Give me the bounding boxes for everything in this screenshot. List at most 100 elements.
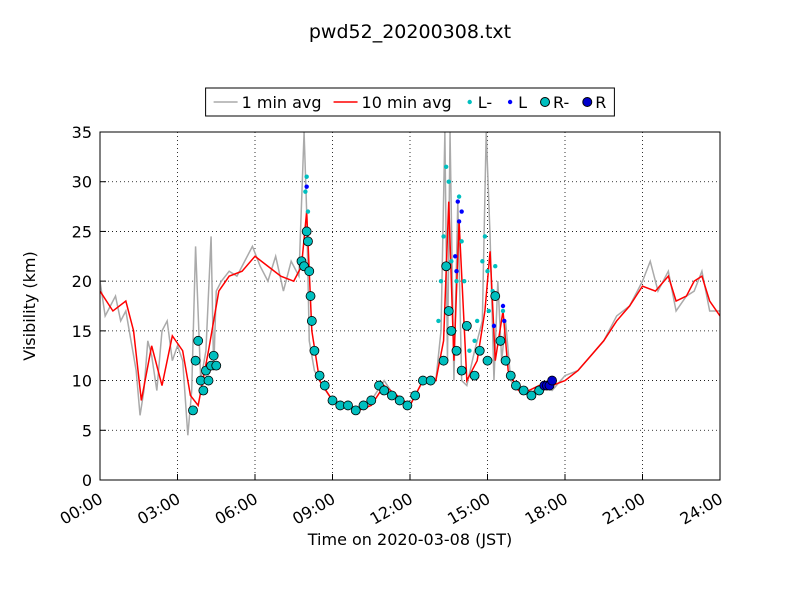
legend-label: 1 min avg [242,93,322,112]
point [456,365,467,376]
legend-swatch [582,97,593,107]
point [410,390,421,401]
legend-item: R [582,93,606,112]
point [443,164,449,169]
point [461,320,472,331]
point [500,303,506,309]
point [454,278,459,284]
legend-item: 1 min avg [213,93,322,112]
y-axis-label: Visibility (km) [20,251,39,360]
point [343,400,353,411]
legend-item: R- [540,93,569,112]
y-tick-label: 20 [72,272,92,291]
chart-title: pwd52_20200308.txt [309,21,511,43]
point [350,405,361,416]
point [306,316,317,326]
x-tick-label: 00:00 [57,489,106,529]
point [438,355,449,366]
point [486,308,491,314]
x-tick-label: 03:00 [134,489,183,529]
point [436,318,441,324]
point [454,269,459,274]
legend-label: 10 min avg [362,93,452,112]
y-tick-label: 15 [72,322,92,341]
point [358,400,369,411]
series-line [100,132,720,436]
legend-item: 10 min avg [333,93,452,112]
point [469,370,480,381]
point [402,400,413,411]
point [314,370,325,381]
plot-area [100,132,720,480]
point [547,375,557,386]
point [518,385,529,396]
point [198,385,209,396]
point [208,350,219,361]
point [441,261,452,272]
y-tick-label: 10 [72,372,92,391]
legend-swatch [467,99,472,105]
point [455,199,460,204]
legend-label: R- [553,93,569,112]
x-tick-label: 21:00 [599,489,648,529]
point [303,189,308,194]
point [482,355,493,366]
x-tick-label: 09:00 [289,489,338,529]
x-tick-label: 06:00 [212,489,261,529]
point [305,209,311,214]
point [305,291,316,301]
point [526,390,537,401]
point [203,375,214,386]
point [482,234,488,239]
y-tick-label: 0 [82,471,92,490]
x-tick-label: 18:00 [522,489,571,529]
point [502,318,507,324]
point [505,370,516,381]
legend: 1 min avg 10 min avg L- L R- R [205,87,615,117]
point [188,405,198,416]
point [303,236,313,247]
point [449,259,454,264]
legend-swatch [507,99,513,105]
point [474,345,485,356]
legend-label: R [595,93,606,112]
point [387,390,397,401]
point [451,345,462,356]
legend-label: L- [478,93,492,112]
x-axis-label: Time on 2020-03-08 (JST) [307,530,512,549]
point [327,395,338,406]
point [462,278,467,284]
point [379,385,390,396]
point [459,239,464,244]
point [485,269,490,274]
y-tick-label: 35 [72,123,92,142]
point [495,335,506,346]
point [456,219,462,224]
y-tick-label: 5 [82,421,92,440]
point [304,266,315,277]
point [190,355,201,366]
point [319,380,330,391]
point [472,338,477,343]
point [500,355,511,366]
legend-swatch [540,97,551,107]
point [304,184,309,189]
point [480,259,485,264]
point [301,226,312,237]
x-tick-label: 24:00 [677,489,726,529]
point [438,278,444,284]
point [446,325,457,336]
point [193,335,204,346]
point [394,395,405,406]
point [309,345,320,356]
point [446,179,451,184]
legend-item: L [507,93,527,112]
y-tick-label: 30 [72,173,92,192]
point [425,375,436,386]
point [500,308,506,314]
point [459,209,464,214]
point [511,380,521,391]
x-tick-label: 12:00 [367,489,416,529]
point [456,194,462,199]
